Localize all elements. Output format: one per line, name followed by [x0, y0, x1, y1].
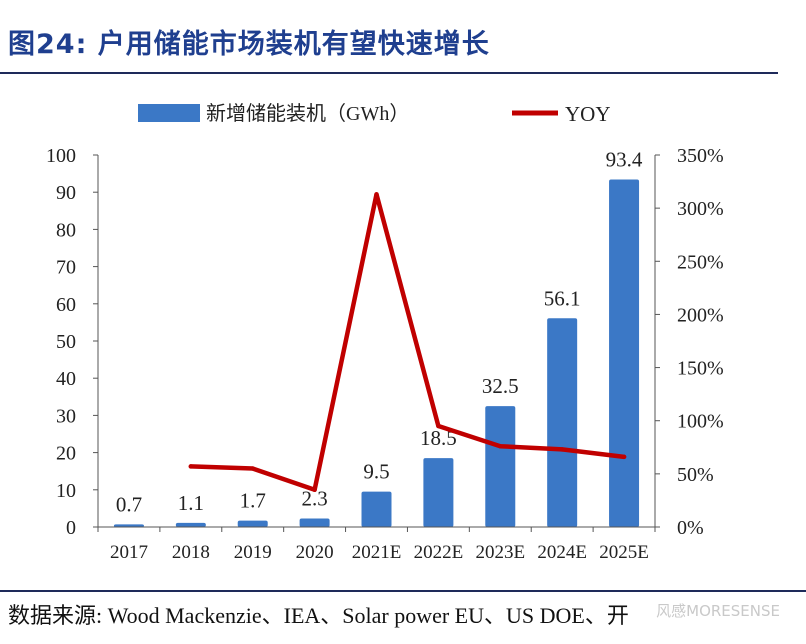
- left-tick-label: 50: [56, 331, 76, 353]
- x-tick-label: 2024E: [537, 542, 587, 563]
- yoy-point: [250, 466, 255, 471]
- right-tick-label: 0%: [677, 517, 704, 539]
- right-tick-label: 150%: [677, 358, 724, 380]
- x-tick-label: 2017: [110, 542, 148, 563]
- left-tick-label: 100: [46, 145, 76, 167]
- left-tick-label: 0: [66, 517, 76, 539]
- watermark: 风感MORESENSE: [656, 602, 780, 620]
- yoy-point: [436, 423, 441, 429]
- x-tick-label: 2023E: [475, 542, 525, 563]
- right-axis: 0% 50% 100% 150% 200% 250% 300% 350%: [654, 145, 724, 539]
- yoy-point: [559, 447, 565, 452]
- right-tick-label: 50%: [677, 464, 714, 486]
- source-divider: [0, 590, 806, 592]
- bar-value-label: 56.1: [544, 286, 581, 310]
- bar: [361, 491, 392, 527]
- bar: [609, 179, 640, 527]
- bar: [237, 520, 268, 527]
- left-tick-label: 60: [56, 294, 76, 316]
- yoy-point: [188, 464, 194, 469]
- bar: [113, 524, 144, 527]
- x-tick-label: 2020: [296, 542, 334, 563]
- legend-line-label: YOY: [565, 102, 611, 126]
- right-tick-label: 350%: [677, 145, 724, 167]
- figure-title: 图24: 户用储能市场装机有望快速增长: [8, 29, 490, 60]
- yoy-point: [498, 444, 503, 449]
- bar: [299, 518, 330, 527]
- left-tick-label: 20: [56, 443, 76, 465]
- left-tick-label: 30: [56, 405, 76, 427]
- chart: 新增储能装机（GWh） YOY 0 10 20 30 40 50 60 70 80 90 100 0…: [46, 102, 724, 563]
- yoy-point: [312, 487, 317, 492]
- right-tick-label: 300%: [677, 198, 724, 220]
- source-note: 数据来源: Wood Mackenzie、IEA、Solar power EU、…: [8, 603, 629, 628]
- right-tick-label: 250%: [677, 251, 724, 273]
- bar: [423, 458, 454, 527]
- bar-value-label: 0.7: [116, 492, 142, 516]
- bar-series: [113, 179, 640, 527]
- x-tick-label: 2022E: [414, 542, 464, 563]
- yoy-point: [374, 192, 379, 197]
- right-tick-label: 200%: [677, 304, 724, 326]
- left-tick-label: 80: [56, 219, 76, 241]
- legend-bar-swatch: [138, 104, 200, 122]
- right-tick-label: 100%: [677, 411, 724, 433]
- left-tick-label: 40: [56, 368, 76, 390]
- legend: 新增储能装机（GWh） YOY: [138, 102, 611, 126]
- yoy-line: [188, 192, 627, 493]
- bar: [175, 522, 206, 527]
- bar-value-label: 32.5: [482, 374, 519, 398]
- x-axis: 2017 2018 2019 2020 2021E 2022E 2023E 2024E 2025…: [97, 526, 656, 563]
- bar-value-label: 9.5: [363, 460, 389, 484]
- yoy-line-series: [188, 192, 627, 493]
- left-tick-label: 70: [56, 257, 76, 279]
- bar-value-label: 93.4: [606, 148, 643, 172]
- x-tick-label: 2018: [172, 542, 210, 563]
- left-tick-label: 90: [56, 182, 76, 204]
- bar: [485, 406, 516, 527]
- bar-value-label: 1.1: [178, 491, 204, 515]
- bar: [547, 318, 578, 527]
- bar-value-label: 1.7: [240, 489, 266, 513]
- left-axis: 0 10 20 30 40 50 60 70 80 90 100: [46, 145, 99, 539]
- x-tick-label: 2021E: [352, 542, 402, 563]
- left-tick-label: 10: [56, 480, 76, 502]
- legend-bar-label: 新增储能装机（GWh）: [206, 102, 409, 125]
- x-tick-label: 2025E: [599, 542, 649, 563]
- title-divider: [0, 72, 778, 74]
- x-tick-label: 2019: [234, 542, 272, 563]
- yoy-point: [621, 454, 627, 460]
